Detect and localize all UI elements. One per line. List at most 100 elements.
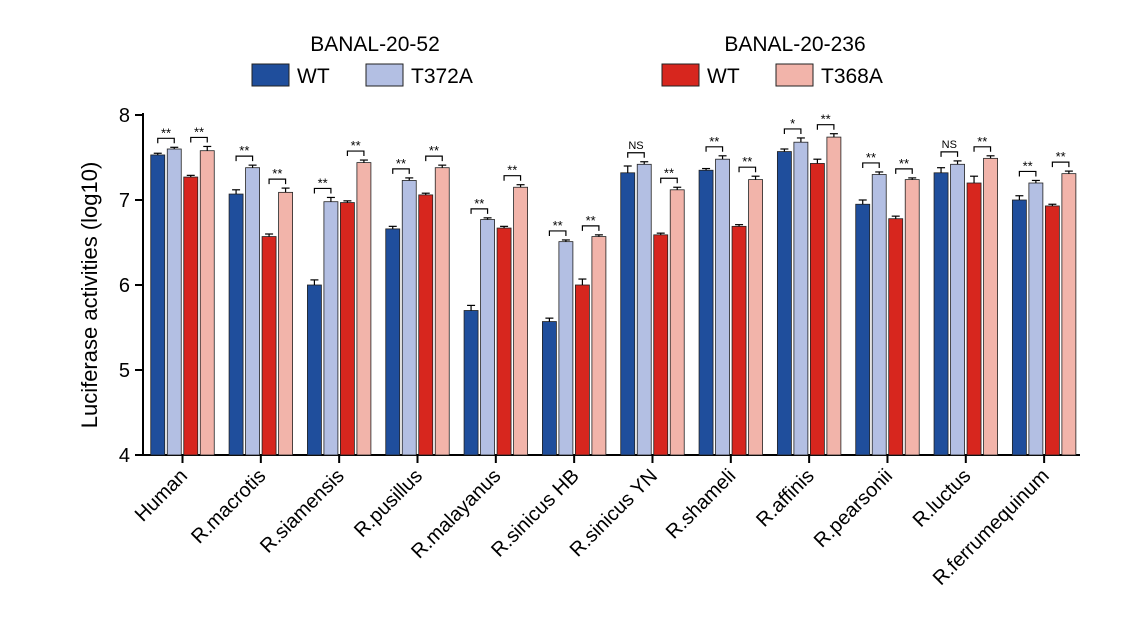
bar: [809, 163, 825, 456]
y-tick-label: 7: [119, 190, 130, 212]
significance-label: **: [664, 165, 674, 180]
significance-label: **: [429, 143, 439, 158]
bar: [261, 236, 277, 456]
significance-bracket: [895, 168, 913, 174]
legend-swatch: [775, 63, 814, 87]
bar: [418, 194, 434, 456]
bar: [575, 284, 590, 456]
category-label: R.pusillus: [350, 465, 427, 542]
legend-swatch: [251, 63, 290, 87]
category-label: R.shameli: [662, 465, 740, 543]
bar: [150, 154, 166, 456]
significance-bracket: [581, 225, 600, 231]
bar: [385, 228, 401, 456]
category-label: R.luctus: [909, 465, 976, 532]
category-label: R.siamensis: [256, 465, 349, 558]
significance-bracket: [940, 151, 959, 157]
bar: [480, 219, 495, 456]
bar: [1061, 173, 1077, 456]
legend-group-title: BANAL-20-52: [310, 33, 440, 56]
bar: [558, 241, 574, 456]
significance-bracket: [425, 155, 443, 162]
bar: [542, 321, 557, 456]
bar: [966, 182, 982, 456]
significance-label: **: [899, 156, 909, 171]
significance-bracket: [973, 146, 992, 152]
significance-bracket: [503, 175, 522, 181]
significance-label: *: [790, 116, 795, 131]
bar: [731, 225, 747, 456]
significance-label: **: [709, 134, 719, 149]
bar: [591, 236, 607, 456]
significance-label: **: [553, 218, 563, 233]
bar: [669, 189, 685, 456]
y-tick-label: 6: [119, 275, 130, 297]
significance-label: **: [742, 154, 752, 169]
significance-label: **: [821, 112, 831, 127]
bar: [715, 158, 730, 456]
bar: [793, 141, 809, 456]
bar: [826, 136, 842, 456]
significance-annotations: ** ******************** **NS******* **** **N…: [157, 112, 1070, 236]
bar: [950, 163, 965, 456]
bar: [698, 169, 714, 456]
bar: [855, 203, 871, 456]
significance-label: **: [396, 156, 406, 171]
bar: [888, 218, 904, 456]
legend-label: WT: [707, 65, 740, 88]
bar: [323, 201, 339, 456]
significance-label: **: [586, 213, 596, 228]
significance-bracket: [313, 187, 332, 194]
bar: [1028, 182, 1044, 456]
bar: [356, 162, 372, 456]
significance-bracket: [1051, 161, 1070, 168]
significance-bracket: [816, 124, 835, 130]
significance-label: **: [161, 125, 171, 140]
y-tick-label: 5: [119, 360, 130, 382]
significance-bracket: [783, 128, 802, 134]
significance-bracket: [392, 168, 410, 174]
legend-label: T368A: [821, 65, 883, 88]
significance-label: **: [1056, 149, 1066, 164]
category-label: R.macrotis: [187, 465, 270, 548]
significance-bracket: [346, 150, 365, 157]
significance-label: **: [272, 166, 282, 181]
significance-bracket: [470, 208, 489, 214]
bars: [150, 133, 1077, 456]
bar: [340, 202, 355, 456]
significance-label: **: [239, 143, 249, 158]
category-label: Human: [131, 465, 192, 526]
legend-label: WT: [297, 65, 330, 88]
significance-label: **: [507, 163, 517, 178]
bar: [620, 172, 636, 456]
bar: [245, 167, 260, 456]
significance-label: **: [977, 134, 987, 149]
bar: [307, 284, 322, 456]
significance-label: **: [866, 150, 876, 165]
significance-bracket: [862, 162, 880, 168]
legend-swatch: [365, 63, 404, 87]
legend-swatch: [661, 63, 700, 87]
category-label: R.pearsonii: [810, 465, 897, 552]
significance-bracket: [268, 178, 287, 185]
significance-bracket: [190, 136, 208, 143]
significance-bracket: [738, 166, 757, 173]
bar: [904, 179, 920, 456]
bar: [776, 151, 792, 456]
bar: [434, 167, 450, 456]
bar: [748, 179, 763, 456]
legend-group-title: BANAL-20-236: [724, 33, 865, 56]
significance-bracket: [548, 230, 567, 236]
bar: [496, 227, 512, 456]
significance-label: NS: [942, 139, 957, 151]
bar: [1011, 199, 1027, 456]
bar: [199, 150, 215, 456]
axes: 4 5 6 7 8 Luciferase activities (log10): [77, 105, 1080, 467]
category-label: R.affinis: [752, 465, 818, 531]
significance-label: **: [318, 175, 328, 190]
bar: [1044, 205, 1060, 456]
significance-label: **: [351, 138, 361, 153]
bar: [983, 157, 998, 456]
